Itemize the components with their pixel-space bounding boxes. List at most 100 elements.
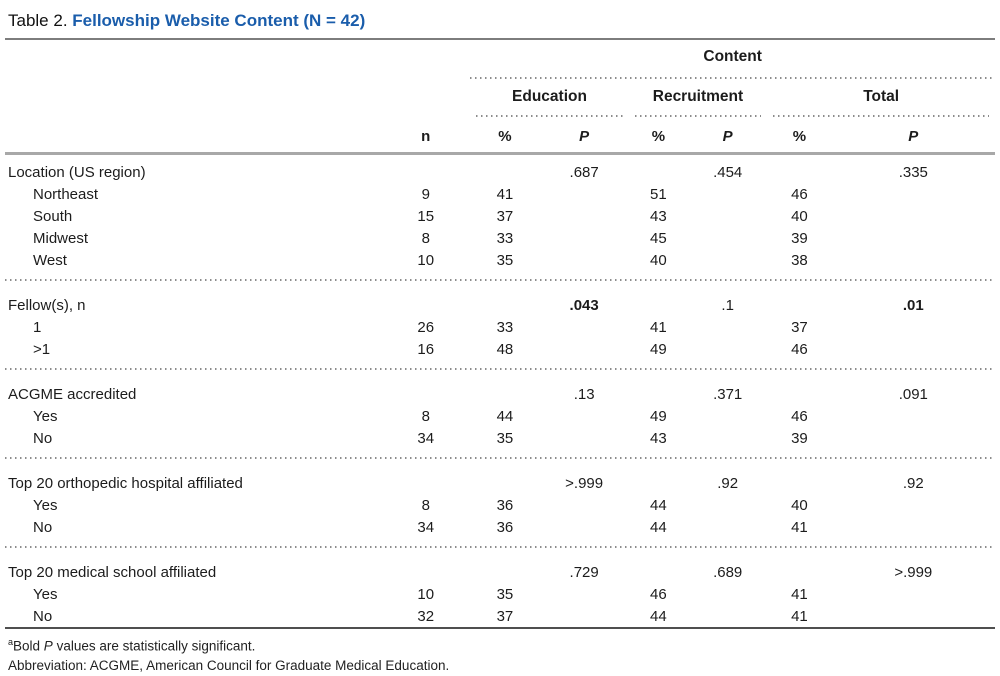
- total-p-value: >.999: [894, 563, 933, 581]
- data-row: >1 16 48 49 46: [5, 338, 995, 360]
- column-header-row: n % P % P % P: [5, 120, 995, 155]
- content-spanner-row: Content: [5, 40, 995, 74]
- content-header: Content: [703, 48, 762, 65]
- education-pct-value: 44: [496, 407, 514, 425]
- n-value: 8: [421, 229, 430, 247]
- total-dotted-rule: [773, 115, 989, 117]
- row-label: South: [33, 207, 73, 225]
- row-label: No: [33, 429, 53, 447]
- recruitment-group-header: Recruitment: [652, 88, 744, 105]
- data-row: 1 26 33 41 37: [5, 316, 995, 338]
- section-divider-rule: [5, 367, 995, 370]
- education-pct-value: 48: [496, 340, 514, 358]
- section-label: Location (US region): [8, 163, 146, 181]
- recruitment-pct-value: 46: [650, 585, 667, 603]
- section-divider-row: [5, 271, 995, 288]
- recruitment-pct-value: 49: [650, 407, 667, 425]
- recruitment-pct-value: 41: [650, 318, 667, 336]
- recruitment-pct-value: 40: [650, 251, 667, 269]
- row-label: West: [33, 251, 67, 269]
- section-divider-row: [5, 449, 995, 466]
- education-p-value: .729: [569, 563, 599, 581]
- data-row: South 15 37 43 40: [5, 205, 995, 227]
- section-header-row: Top 20 orthopedic hospital affiliated >.9…: [5, 466, 995, 494]
- recruitment-p-value: .1: [721, 296, 734, 314]
- data-row: No 34 36 44 41: [5, 516, 995, 538]
- row-label: Midwest: [33, 229, 89, 247]
- n-value: 15: [417, 207, 435, 225]
- total-pct-value: 38: [791, 251, 808, 269]
- total-p-value: .091: [898, 385, 928, 403]
- data-row: Yes 10 35 46 41: [5, 583, 995, 605]
- total-p-value: .335: [898, 163, 928, 181]
- total-p-value: .92: [902, 474, 924, 492]
- data-row: Midwest 8 33 45 39: [5, 227, 995, 249]
- education-pct-value: 36: [496, 496, 514, 514]
- section-header-row: ACGME accredited .13 .371 .091: [5, 377, 995, 405]
- group-dotted-rule-row: [5, 112, 995, 120]
- education-pct-value: 36: [496, 518, 514, 536]
- total-pct-value: 40: [791, 496, 808, 514]
- data-row: Yes 8 44 49 46: [5, 405, 995, 427]
- total-pct-value: 37: [791, 318, 808, 336]
- education-pct-value: 41: [496, 185, 514, 203]
- n-value: 34: [417, 429, 435, 447]
- section-divider-row: [5, 538, 995, 555]
- recruitment-p-value: .454: [713, 163, 743, 181]
- data-row: West 10 35 40 38: [5, 249, 995, 271]
- data-row: Yes 8 36 44 40: [5, 494, 995, 516]
- education-pct-value: 35: [496, 251, 514, 269]
- education-p-header: P: [539, 120, 629, 155]
- recruitment-pct-value: 51: [650, 185, 667, 203]
- row-label: No: [33, 607, 53, 625]
- section-divider-rule: [5, 456, 995, 459]
- recruitment-p-value: .92: [717, 474, 739, 492]
- table-number: Table 2.: [8, 11, 73, 30]
- total-p-value: .01: [902, 296, 924, 314]
- fellowship-content-table: Content Education Recruitment Total n: [5, 40, 995, 627]
- footnote-abbreviation: Abbreviation: ACGME, American Council fo…: [8, 658, 450, 674]
- recruitment-p-value: .689: [713, 563, 743, 581]
- recruitment-pct-value: 43: [650, 429, 667, 447]
- total-pct-value: 41: [791, 607, 808, 625]
- section-label: ACGME accredited: [8, 385, 137, 403]
- recruitment-pct-value: 43: [650, 207, 667, 225]
- section-header-row: Fellow(s), n .043 .1 .01: [5, 288, 995, 316]
- education-dotted-rule: [476, 115, 623, 117]
- total-pct-header: %: [767, 120, 832, 155]
- data-row: Northeast 9 41 51 46: [5, 183, 995, 205]
- footnote-significance: aBold P values are statistically signifi…: [8, 637, 256, 654]
- footnotes: aBold P values are statistically signifi…: [5, 629, 995, 676]
- education-pct-value: 33: [496, 229, 514, 247]
- total-pct-value: 40: [791, 207, 808, 225]
- total-pct-value: 41: [791, 518, 808, 536]
- section-divider-row: [5, 360, 995, 377]
- recruitment-p-value: .371: [713, 385, 743, 403]
- data-row: No 34 35 43 39: [5, 427, 995, 449]
- n-column-header: n: [381, 120, 471, 155]
- total-group-header: Total: [863, 88, 900, 105]
- section-label: Top 20 medical school affiliated: [8, 563, 217, 581]
- footnote-marker: a: [8, 637, 14, 647]
- section-header-row: Top 20 medical school affiliated .729 .689…: [5, 555, 995, 583]
- education-p-value: .687: [569, 163, 599, 181]
- row-label: Northeast: [33, 185, 99, 203]
- education-pct-value: 37: [496, 207, 514, 225]
- n-value: 8: [421, 407, 430, 425]
- n-value: 16: [417, 340, 435, 358]
- data-row: No 32 37 44 41: [5, 605, 995, 627]
- n-value: 34: [417, 518, 435, 536]
- n-value: 9: [421, 185, 430, 203]
- n-value: 26: [417, 318, 435, 336]
- recruitment-pct-value: 45: [650, 229, 667, 247]
- table-title-text: Fellowship Website Content (N = 42): [72, 11, 366, 30]
- education-pct-header: %: [470, 120, 540, 155]
- total-p-header: P: [831, 120, 995, 155]
- n-value: 10: [417, 585, 435, 603]
- recruitment-pct-value: 49: [650, 340, 667, 358]
- recruitment-pct-value: 44: [650, 496, 667, 514]
- row-label: >1: [33, 340, 51, 358]
- table-top-rule: [5, 38, 995, 40]
- table-bottom-rule: [5, 627, 995, 629]
- education-group-header: Education: [512, 88, 587, 105]
